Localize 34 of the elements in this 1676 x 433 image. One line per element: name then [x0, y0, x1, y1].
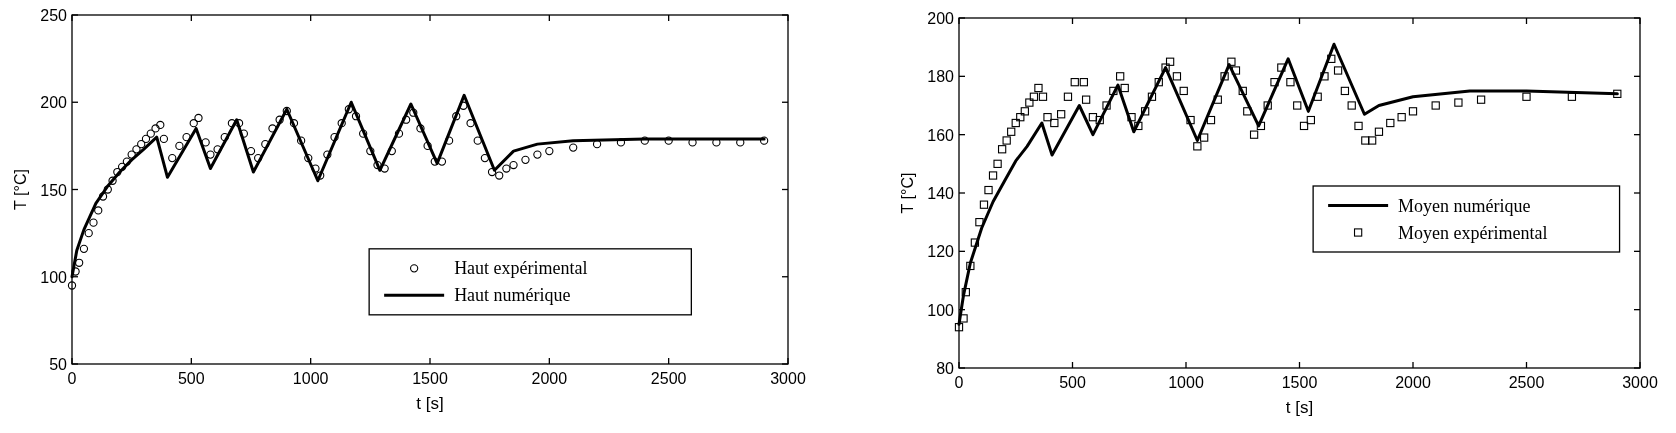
legend-label: Moyen numérique [1398, 195, 1531, 216]
y-tick-label: 150 [40, 181, 68, 199]
x-tick-label: 2500 [1508, 374, 1545, 391]
x-tick-label: 3000 [1622, 374, 1658, 391]
y-tick-label: 180 [927, 68, 955, 86]
y-tick-label: 100 [927, 301, 955, 319]
x-axis-title: t [s] [416, 394, 444, 413]
x-tick-label: 500 [177, 370, 205, 387]
y-tick-label: 100 [40, 268, 68, 286]
x-tick-label: 500 [1059, 374, 1086, 391]
x-tick-label: 2000 [531, 370, 568, 387]
x-tick-label: 0 [954, 374, 964, 391]
y-tick-label: 140 [927, 185, 955, 202]
y-tick-label: 200 [927, 10, 955, 27]
legend-label: Haut numérique [454, 285, 571, 306]
y-tick-label: 80 [936, 360, 955, 377]
x-tick-label: 2000 [1395, 374, 1431, 391]
x-axis-title: t [s] [1285, 398, 1314, 417]
y-axis-title: T [°C] [899, 172, 916, 214]
x-tick-label: 1500 [1281, 374, 1318, 391]
y-tick-label: 160 [927, 126, 955, 144]
x-tick-label: 2500 [650, 370, 687, 387]
y-tick-label: 50 [49, 356, 68, 373]
y-tick-label: 200 [40, 94, 68, 112]
x-tick-label: 1000 [292, 370, 329, 387]
y-axis-title: T [°C] [12, 169, 29, 210]
x-tick-label: 3000 [770, 370, 806, 387]
x-tick-label: 0 [67, 370, 77, 387]
legend-label: Moyen expérimental [1398, 222, 1548, 243]
y-tick-label: 120 [927, 243, 955, 261]
y-tick-label: 250 [40, 7, 68, 24]
x-tick-label: 1500 [412, 370, 448, 387]
x-tick-label: 1000 [1168, 374, 1204, 391]
legend-label: Haut expérimental [454, 258, 588, 279]
